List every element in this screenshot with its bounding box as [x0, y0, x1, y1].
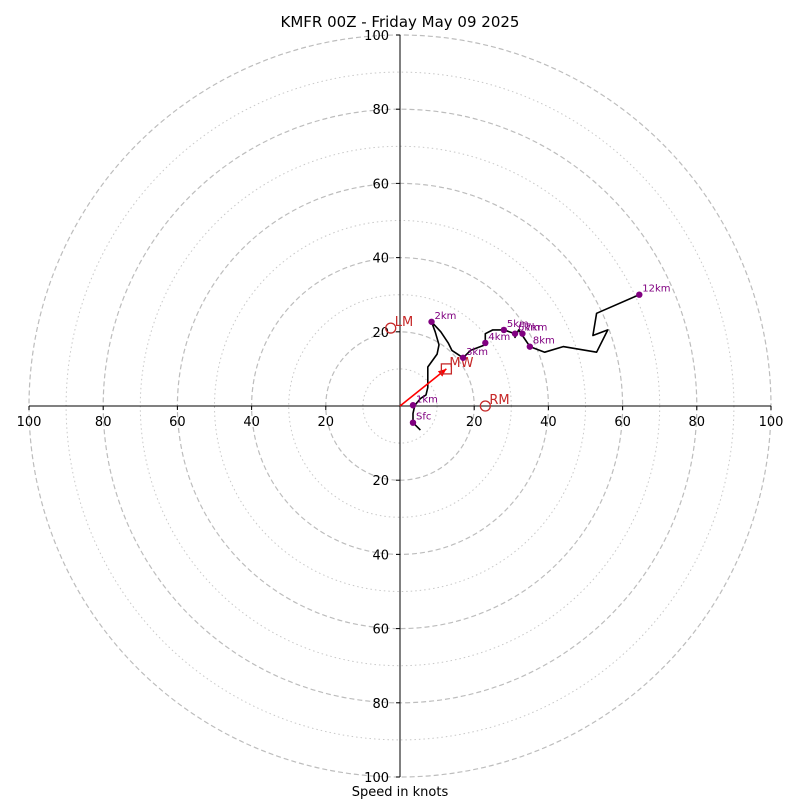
x-tick-label: 80 [95, 415, 112, 430]
storm-motion-vector [399, 368, 447, 407]
height-marker-4km [482, 339, 489, 347]
y-tick-label: 80 [372, 103, 389, 118]
height-label-12km: 12km [642, 284, 670, 295]
height-label-6km: 6km [518, 323, 540, 334]
y-tick-label: 20 [372, 326, 389, 341]
right-mover-marker [479, 400, 491, 412]
storm-motion-arrowhead [437, 368, 447, 377]
x-tick-label: 100 [759, 415, 784, 430]
hodograph-trace [412, 293, 640, 431]
mean-wind-label: MW [449, 356, 473, 371]
y-tick-label: 20 [372, 474, 389, 489]
height-label-8km: 8km [533, 336, 555, 347]
y-tick-label: 80 [372, 697, 389, 712]
height-marker-2km [428, 318, 435, 325]
height-marker-12km [636, 291, 643, 298]
x-tick-label: 80 [689, 415, 706, 430]
height-marker-3km [459, 354, 467, 361]
height-marker-7km [519, 330, 526, 337]
left-mover-label: LM [395, 315, 413, 330]
y-tick-label: 40 [372, 548, 389, 563]
y-tick-label: 60 [372, 623, 389, 638]
storm-motion: MW LM RM [385, 315, 510, 412]
height-label-1km: 1km [416, 394, 438, 405]
height-marker-Sfc [409, 419, 417, 426]
height-label-3km: 3km [466, 347, 488, 358]
x-tick-label: 20 [466, 415, 483, 430]
height-marker-6km [511, 330, 519, 337]
mean-wind-marker [440, 363, 453, 375]
y-tick-label: 100 [364, 771, 389, 786]
x-tick-label: 60 [169, 415, 186, 430]
height-label-4km: 4km [488, 332, 510, 343]
right-mover-label: RM [489, 393, 509, 408]
x-tick-label: 100 [17, 415, 42, 430]
axis-ticks: 100 80 60 40 20 20 40 60 80 100 100 80 60 40 20 20 40 60 8… [17, 29, 784, 786]
y-tick-label: 100 [364, 29, 389, 44]
left-mover-marker [385, 322, 397, 334]
y-tick-label: 40 [372, 252, 389, 267]
height-marker-8km [526, 343, 534, 350]
chart-title: KMFR 00Z - Friday May 09 2025 [281, 13, 520, 31]
y-tick-label: 60 [372, 177, 389, 192]
height-label-Sfc: Sfc [416, 412, 431, 423]
wind-profile-line [412, 293, 640, 431]
height-marker-1km [409, 402, 417, 409]
height-label-7km: 7km [525, 323, 547, 334]
height-marker-5km [500, 326, 508, 334]
x-tick-label: 40 [540, 415, 557, 430]
x-tick-label: 40 [243, 415, 260, 430]
x-axis-label: Speed in knots [352, 785, 449, 800]
x-tick-label: 20 [318, 415, 335, 430]
height-label-5km: 5km [507, 319, 529, 330]
x-tick-label: 60 [614, 415, 631, 430]
height-label-2km: 2km [435, 311, 457, 322]
